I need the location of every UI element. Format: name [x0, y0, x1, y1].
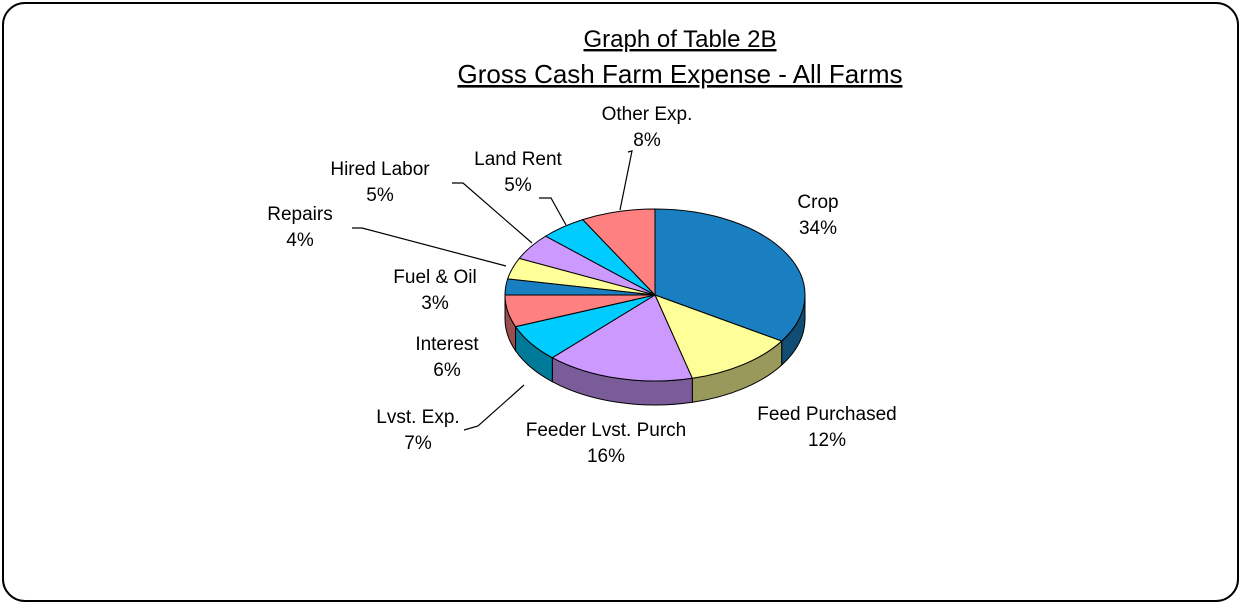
leader-line — [463, 384, 525, 431]
category-label: Feeder Lvst. Purch — [526, 420, 687, 441]
value-label: 3% — [421, 293, 449, 314]
category-label: Feed Purchased — [757, 404, 896, 425]
chart-subtitle: Gross Cash Farm Expense - All Farms — [458, 59, 903, 89]
category-label: Crop — [797, 192, 838, 213]
value-label: 16% — [587, 446, 625, 467]
value-label: 6% — [433, 360, 461, 381]
leader-line — [352, 227, 507, 267]
chart-title: Graph of Table 2B — [583, 26, 776, 53]
category-label: Repairs — [267, 204, 332, 225]
category-label: Hired Labor — [330, 159, 430, 180]
value-label: 5% — [366, 185, 394, 206]
pie-labels: Crop 34% Feed Purchased 12% Feeder Lvst. Pur… — [267, 104, 896, 467]
pie-slice — [654, 208, 806, 342]
value-label: 34% — [799, 218, 837, 239]
leader-line — [619, 150, 633, 211]
leader-line — [539, 197, 567, 226]
category-label: Fuel & Oil — [393, 267, 476, 288]
category-label: Land Rent — [474, 149, 562, 170]
category-label: Interest — [415, 334, 479, 355]
value-label: 4% — [286, 230, 314, 251]
pie-slice — [581, 208, 656, 297]
leader-line — [452, 182, 533, 244]
pie-slice — [551, 294, 694, 382]
pie-tops — [504, 208, 806, 382]
category-label: Lvst. Exp. — [376, 407, 459, 428]
value-label: 12% — [808, 430, 846, 451]
value-label: 8% — [633, 130, 661, 151]
pie-slice — [654, 294, 783, 379]
value-label: 5% — [504, 175, 532, 196]
category-label: Other Exp. — [602, 104, 693, 125]
value-label: 7% — [404, 433, 432, 454]
